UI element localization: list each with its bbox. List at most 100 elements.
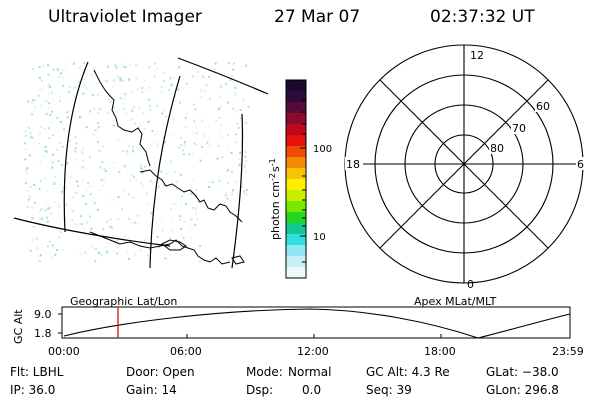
speckle xyxy=(45,150,48,153)
speckle xyxy=(59,100,61,103)
speckle xyxy=(85,74,88,77)
speckle xyxy=(99,108,102,111)
speckle xyxy=(31,136,34,139)
speckle xyxy=(97,122,100,125)
speckle xyxy=(116,252,119,255)
speckle xyxy=(112,124,115,127)
speckle xyxy=(208,75,210,78)
speckle xyxy=(191,66,194,69)
speckle xyxy=(71,210,74,212)
speckle xyxy=(104,170,107,172)
speckle xyxy=(58,76,61,79)
speckle xyxy=(208,186,210,189)
timeline-right-label: Apex MLat/MLT xyxy=(414,295,497,308)
speckle xyxy=(103,177,105,180)
unit-mid: s xyxy=(269,166,282,172)
speckle xyxy=(149,105,151,108)
speckle xyxy=(76,180,78,183)
speckle xyxy=(108,199,111,202)
speckle xyxy=(109,225,112,228)
speckle xyxy=(84,251,86,254)
date-label: 27 Mar 07 xyxy=(274,7,361,27)
color-bar-ticks xyxy=(300,87,306,263)
speckle xyxy=(205,84,208,87)
speckle xyxy=(139,181,142,184)
speckle xyxy=(182,78,185,81)
speckle xyxy=(170,83,173,86)
speckle xyxy=(182,149,184,152)
speckle xyxy=(52,183,55,185)
speckle xyxy=(124,65,127,68)
speckle xyxy=(170,220,173,223)
speckle xyxy=(71,219,74,222)
speckle xyxy=(48,85,51,88)
speckle xyxy=(52,68,55,71)
speckle xyxy=(75,142,78,145)
speckle xyxy=(128,78,130,81)
speckle xyxy=(216,157,219,160)
speckle xyxy=(234,86,237,89)
speckle xyxy=(42,88,45,91)
speckle xyxy=(148,86,151,89)
speckle xyxy=(78,66,81,69)
speckle xyxy=(78,223,80,226)
speckle xyxy=(112,79,115,82)
speckle xyxy=(183,144,186,147)
speckle xyxy=(78,238,81,240)
speckle xyxy=(160,220,163,222)
unit-exp2: -1 xyxy=(268,158,277,166)
xtick-0000: 00:00 xyxy=(48,345,80,358)
speckle xyxy=(127,144,130,147)
speckle xyxy=(169,236,172,239)
speckle xyxy=(96,83,99,85)
speckle xyxy=(80,215,83,218)
speckle xyxy=(135,179,138,182)
mode-value: Normal xyxy=(288,365,332,379)
speckle xyxy=(178,215,181,217)
speckle xyxy=(113,161,116,164)
speckle xyxy=(98,251,100,254)
speckle xyxy=(206,141,209,144)
speckle xyxy=(60,72,62,75)
speckle xyxy=(158,185,161,188)
speckle xyxy=(40,217,43,220)
speckle xyxy=(211,181,214,184)
speckle xyxy=(141,87,144,89)
speckle xyxy=(192,75,195,78)
speckle xyxy=(179,173,182,176)
speckle xyxy=(234,94,237,97)
speckle xyxy=(139,167,142,170)
speckle xyxy=(201,119,204,122)
speckle xyxy=(47,73,50,76)
speckle xyxy=(112,198,115,201)
speckle xyxy=(48,240,51,243)
speckle xyxy=(34,201,37,204)
speckle xyxy=(124,112,127,115)
speckle xyxy=(31,239,34,242)
speckle xyxy=(117,218,120,221)
speckle xyxy=(139,164,142,167)
speckle xyxy=(40,208,43,211)
speckle xyxy=(126,250,129,253)
speckle xyxy=(219,95,222,98)
speckle xyxy=(119,97,122,100)
speckle xyxy=(24,134,27,137)
speckle xyxy=(51,91,54,94)
speckle xyxy=(80,151,83,154)
speckle xyxy=(243,165,246,168)
speckle xyxy=(209,97,211,100)
speckle xyxy=(136,214,139,217)
speckle xyxy=(143,128,146,131)
colorbar-tick-10: 10 xyxy=(313,232,326,243)
speckle xyxy=(238,163,241,166)
speckle xyxy=(132,106,135,109)
speckle xyxy=(195,144,198,147)
speckle xyxy=(39,179,42,182)
dsp-key: Dsp: xyxy=(246,383,274,397)
speckle xyxy=(106,243,109,246)
speckle xyxy=(98,149,101,152)
speckle xyxy=(151,130,154,132)
speckle xyxy=(193,120,196,123)
island-coastline xyxy=(161,239,187,251)
